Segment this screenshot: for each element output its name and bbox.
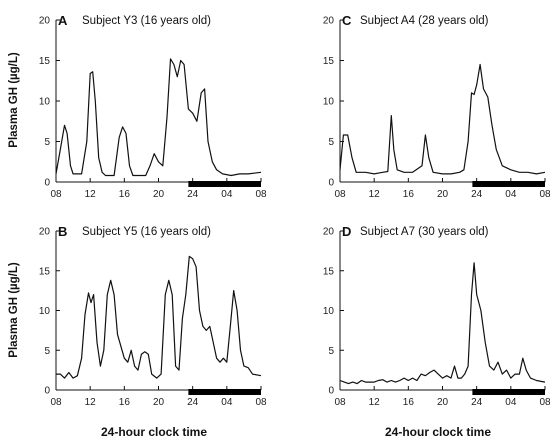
panel-c-night-bar [472, 181, 545, 187]
x-axis-label-right: 24-hour clock time [385, 425, 491, 439]
panel-b-x-tick-label: 08 [255, 397, 267, 408]
panel-b-x-tick-label: 12 [85, 397, 97, 408]
panel-b-x-tick-label: 04 [221, 397, 233, 408]
panel-a-x-tick-label: 08 [255, 189, 267, 200]
panel-b-y-tick-label: 0 [44, 386, 50, 397]
panel-a-x-tick-label: 20 [153, 189, 165, 200]
panel-a-title: Subject Y3 (16 years old) [82, 15, 211, 27]
panel-d-night-bar [472, 389, 545, 395]
panel-a-y-tick-label: 5 [44, 137, 50, 148]
panel-c-letter: C [342, 13, 352, 28]
panel-d-x-tick-label: 24 [471, 397, 483, 408]
panel-c-y-tick-label: 5 [328, 137, 334, 148]
y-axis-label-top: Plasma GH (µg/L) [8, 52, 20, 148]
panel-c-y-tick-label: 15 [323, 56, 335, 67]
panel-c-x-tick-label: 24 [471, 189, 483, 200]
panel-b-y-tick-label: 10 [39, 306, 51, 317]
panel-b-y-tick-label: 20 [39, 227, 51, 238]
panel-b-night-bar [188, 389, 261, 395]
panel-d-letter: D [342, 224, 351, 239]
panel-d-x-tick-label: 04 [505, 397, 517, 408]
panel-a-night-bar [188, 181, 261, 187]
panel-c-x-tick-label: 08 [539, 189, 551, 200]
panel-d-y-tick-label: 10 [323, 306, 335, 317]
panel-d-y-tick-label: 5 [328, 346, 334, 357]
panel-b-series-line [56, 255, 262, 379]
y-axis-label-bottom: Plasma GH (µg/L) [8, 262, 20, 358]
panel-c: 0 5 10 15 20 08 12 16 20 24 04 08 C Subject A4 (28 ye… [323, 13, 551, 200]
panel-a-series-line [55, 58, 262, 177]
panels: 0 5 10 15 20 08 12 16 20 24 04 08 A Subject Y3 (16 ye… [39, 13, 551, 408]
panel-d-title: Subject A7 (30 years old) [360, 226, 489, 238]
panel-a-y-tick-label: 0 [44, 178, 50, 189]
panel-d-y-tick-label: 0 [328, 386, 334, 397]
panel-c-x-tick-label: 04 [505, 189, 517, 200]
panel-b: 0 5 10 15 20 08 12 16 20 24 04 08 B Subject Y5 (16 ye… [39, 224, 267, 408]
panel-a-y-tick-label: 15 [39, 56, 51, 67]
panel-d-y-tick-label: 15 [323, 266, 335, 277]
panel-c-series-line [339, 63, 546, 175]
panel-c-x-tick-label: 20 [437, 189, 449, 200]
panel-a-x-tick-label: 04 [221, 189, 233, 200]
panel-a-x-tick-label: 12 [85, 189, 97, 200]
panel-c-x-tick-label: 08 [334, 189, 346, 200]
panel-b-x-tick-label: 20 [153, 397, 165, 408]
panel-a: 0 5 10 15 20 08 12 16 20 24 04 08 A Subject Y3 (16 ye… [39, 13, 267, 200]
panel-c-y-tick-label: 20 [323, 16, 335, 27]
panel-d-x-tick-label: 20 [437, 397, 449, 408]
panel-c-y-tick-label: 0 [328, 178, 334, 189]
panel-a-y-tick-label: 20 [39, 16, 51, 27]
panel-d-x-tick-label: 08 [539, 397, 551, 408]
panel-a-letter: A [58, 13, 68, 28]
panel-d-x-tick-label: 16 [403, 397, 415, 408]
panel-b-x-tick-label: 08 [50, 397, 62, 408]
panel-d-series-line [339, 262, 546, 385]
x-axis-label-left: 24-hour clock time [101, 425, 207, 439]
panel-d-x-tick-label: 12 [369, 397, 381, 408]
panel-b-letter: B [58, 224, 67, 239]
panel-a-x-tick-label: 24 [187, 189, 199, 200]
panel-d: 0 5 10 15 20 08 12 16 20 24 04 08 D Subject A7 (30 ye… [323, 224, 551, 408]
panel-a-y-tick-label: 10 [39, 97, 51, 108]
panel-c-x-tick-label: 12 [369, 189, 381, 200]
panel-c-title: Subject A4 (28 years old) [360, 15, 489, 27]
panel-c-y-tick-label: 10 [323, 97, 335, 108]
panel-b-x-tick-label: 24 [187, 397, 199, 408]
panel-b-y-tick-label: 5 [44, 346, 50, 357]
panel-b-x-tick-label: 16 [119, 397, 131, 408]
panel-b-title: Subject Y5 (16 years old) [82, 226, 211, 238]
panel-d-x-tick-label: 08 [334, 397, 346, 408]
panel-c-x-tick-label: 16 [403, 189, 415, 200]
panel-d-y-tick-label: 20 [323, 227, 335, 238]
panel-a-x-tick-label: 16 [119, 189, 131, 200]
panel-a-x-tick-label: 08 [50, 189, 62, 200]
panel-b-y-tick-label: 15 [39, 266, 51, 277]
